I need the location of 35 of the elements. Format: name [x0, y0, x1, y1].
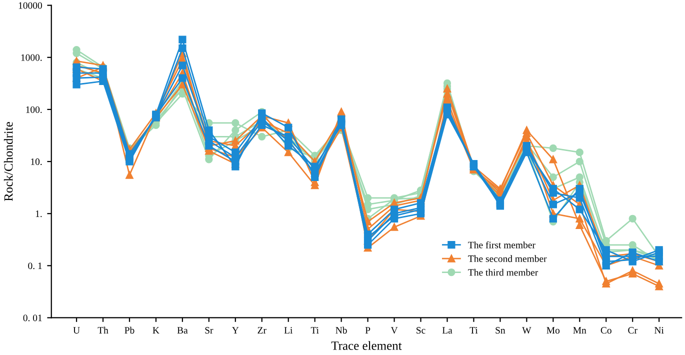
y-tick-label: 10000 — [18, 2, 42, 9]
legend-label: The third member — [468, 268, 538, 276]
x-tick-label: Sr — [205, 327, 214, 334]
x-tick-label: W — [522, 327, 532, 334]
x-tick-label: Ti — [470, 327, 478, 334]
x-tick-label: P — [365, 327, 370, 334]
x-tick-label: Ni — [654, 327, 664, 334]
x-tick-label: V — [390, 327, 398, 334]
x-tick-label: Nb — [336, 326, 347, 334]
x-tick-label: Th — [98, 326, 108, 334]
x-tick-label: Sc — [416, 327, 426, 334]
x-tick-label: Li — [284, 327, 292, 334]
legend-label: The first member — [468, 241, 536, 248]
x-tick-label: Mn — [573, 327, 586, 334]
x-tick-label: Ti — [310, 327, 319, 334]
x-tick-label: Zr — [258, 327, 266, 334]
x-tick-label: Mo — [546, 327, 560, 334]
y-tick-label: 0. 1 — [28, 262, 42, 270]
x-tick-label: Ba — [177, 327, 188, 334]
y-axis-title: Rock/Chondrite — [4, 122, 13, 202]
y-tick-label: 100. — [26, 106, 42, 113]
y-tick-label: 10. — [31, 158, 42, 166]
x-tick-label: U — [73, 327, 80, 334]
x-axis-title: Trace element — [331, 341, 402, 350]
y-tick-label: 1. — [36, 210, 42, 218]
legend-label: The second member — [468, 255, 547, 262]
x-tick-label: Y — [232, 327, 239, 334]
x-tick-label: Co — [600, 327, 612, 334]
x-tick-label: Sn — [496, 327, 506, 334]
x-tick-label: Pb — [124, 326, 134, 334]
x-tick-label: Cr — [628, 327, 638, 334]
x-tick-label: K — [152, 327, 160, 334]
y-tick-label: 0. 01 — [23, 314, 42, 322]
x-tick-label: La — [442, 327, 452, 334]
y-tick-label: 1000. — [21, 54, 42, 61]
